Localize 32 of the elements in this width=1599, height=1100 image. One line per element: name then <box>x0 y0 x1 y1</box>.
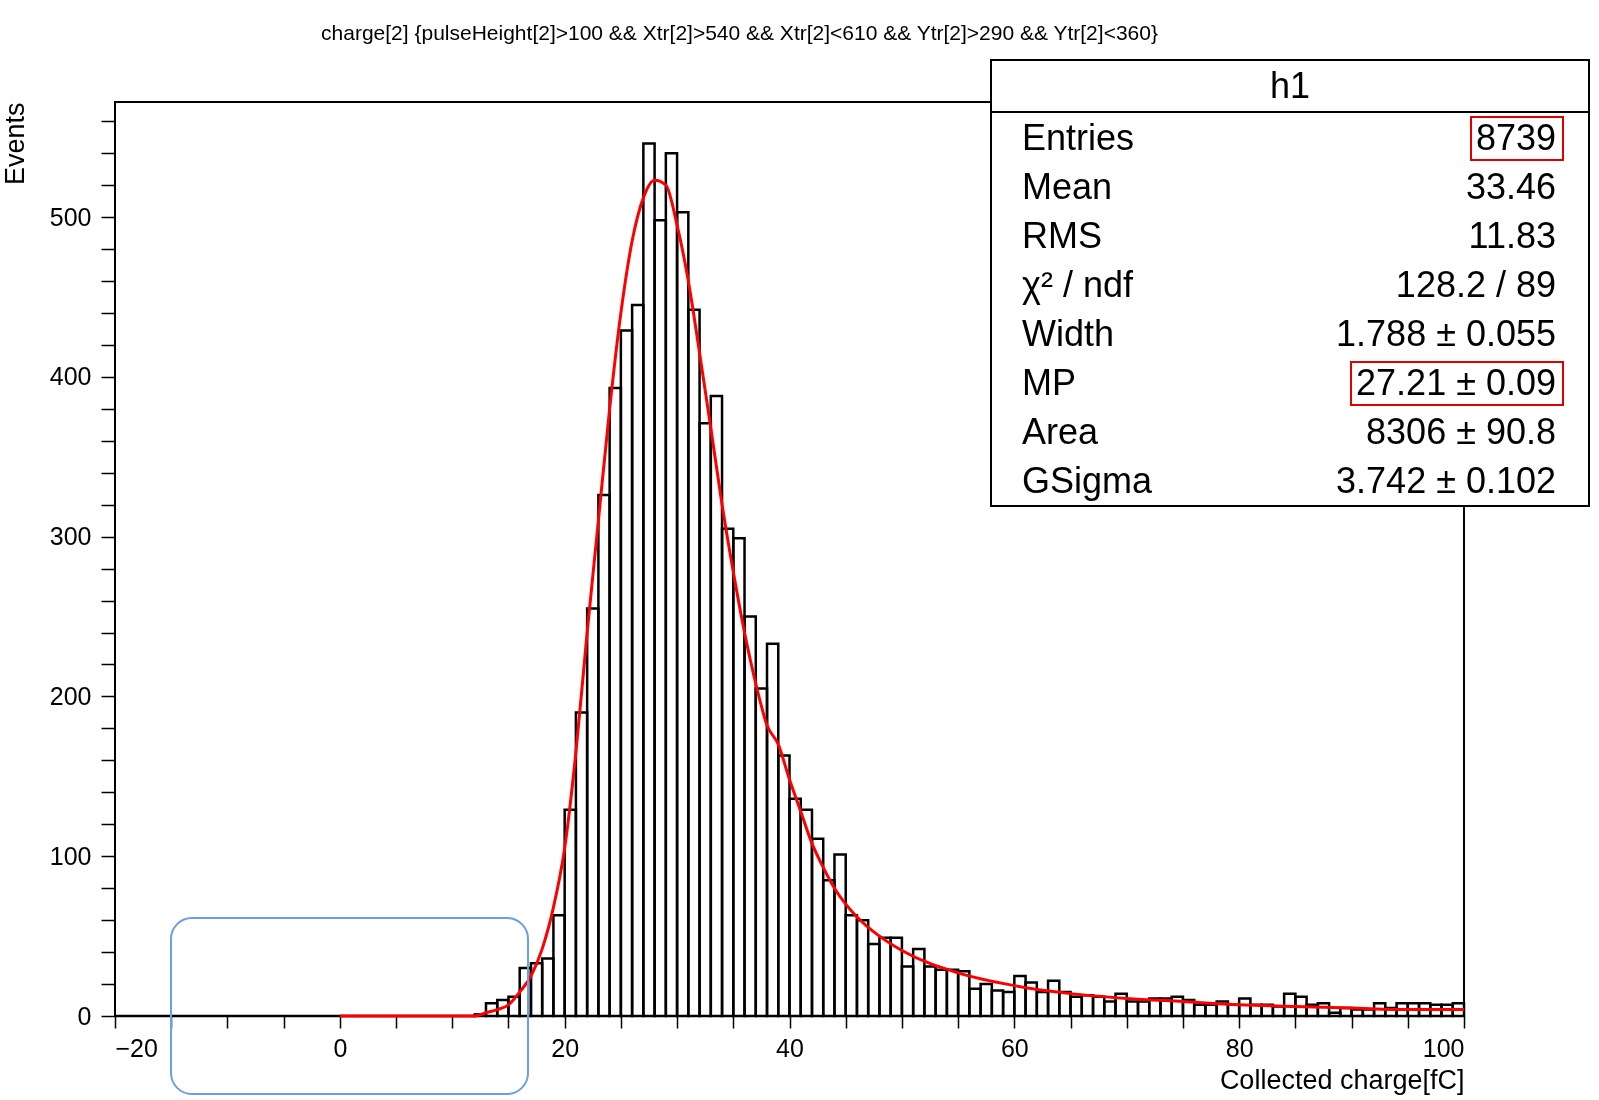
annotation: Area <box>1022 410 1099 454</box>
annotation: Entries <box>1022 116 1135 160</box>
annotation: GSigma <box>1022 459 1153 503</box>
x-tick-label: 100 <box>1422 1033 1465 1062</box>
y-tick-label: 0 <box>77 1001 92 1030</box>
x-tick-label: 80 <box>1225 1033 1254 1062</box>
text: 8739 <box>1475 116 1556 160</box>
annotation: MP <box>1022 361 1076 405</box>
annotation: h1 <box>992 61 1588 113</box>
x-tick-label: 60 <box>1000 1033 1029 1062</box>
annotation: Width <box>1022 312 1115 356</box>
y-tick-label: 500 <box>49 202 92 231</box>
annotation: 3.742 ± 0.102 <box>1336 459 1556 503</box>
x-tick-label: 20 <box>551 1033 580 1062</box>
chart-title: charge[2] {pulseHeight[2]>100 && Xtr[2]>540 && Xtr[2]<610 && Ytr[2]>290 && Ytr[2]<360} <box>321 21 1158 44</box>
annotation: χ² / ndf <box>1022 263 1133 307</box>
y-tick-label: 200 <box>49 681 92 710</box>
annotation: RMS <box>1022 214 1102 258</box>
annotation: 8306 ± 90.8 <box>1366 410 1556 454</box>
y-tick-label: 300 <box>49 522 92 551</box>
annotation: Mean <box>1022 165 1113 209</box>
y-tick-label: 100 <box>49 841 92 870</box>
x-tick-label: −20 <box>115 1033 158 1062</box>
x-tick-label: 0 <box>333 1033 348 1062</box>
y-axis-title: Events <box>0 102 30 186</box>
annotation: 1.788 ± 0.055 <box>1336 312 1556 356</box>
y-tick-label: 400 <box>49 362 92 391</box>
annotation: 128.2 / 89 <box>1395 263 1556 307</box>
text: 33.46 <box>1465 165 1556 209</box>
text: 11.83 <box>1468 214 1556 258</box>
x-axis-title: Collected charge[fC] <box>1219 1064 1465 1095</box>
x-tick-label: 40 <box>776 1033 804 1062</box>
